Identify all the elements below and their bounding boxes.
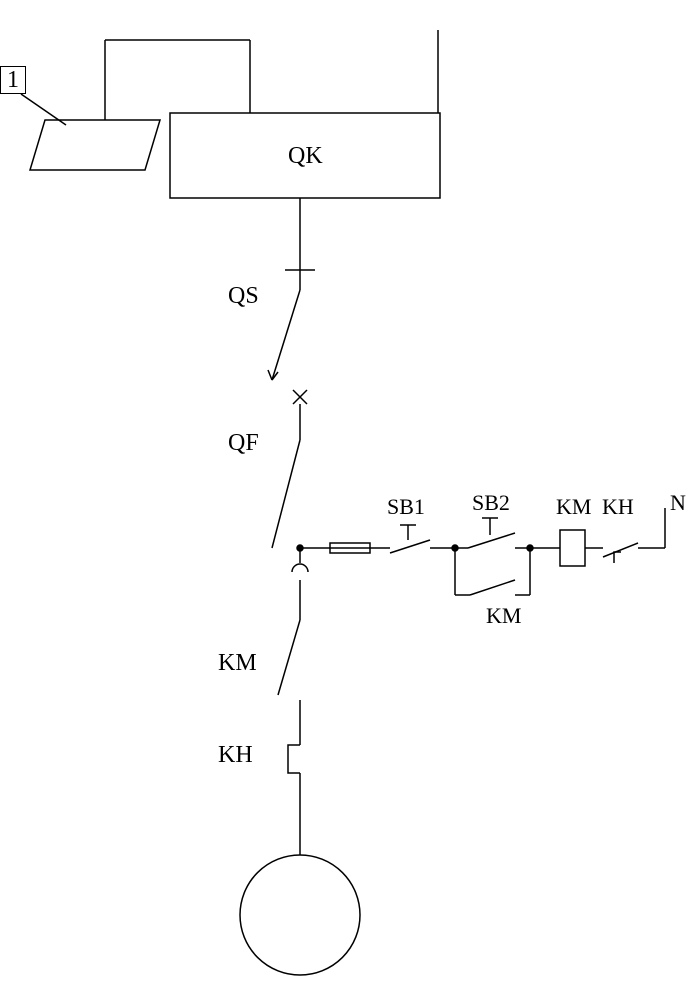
label-1: 1 [7, 67, 19, 93]
sb1-contact [390, 540, 430, 553]
label-sb2: SB2 [472, 490, 510, 516]
motor-circle [240, 855, 360, 975]
km-switch-arm [278, 620, 300, 695]
qf-switch-arm [272, 440, 300, 548]
label-qk: QK [288, 143, 323, 170]
sb2-contact [468, 533, 515, 548]
box-1-parallelogram [30, 120, 160, 170]
label-km-aux: KM [486, 603, 521, 629]
qs-switch-arm [272, 290, 300, 380]
arc-symbol [292, 564, 308, 572]
label-kh-contact: KH [602, 494, 634, 520]
label-qs: QS [228, 283, 259, 310]
label-km-main: KM [218, 650, 257, 677]
label-km-coil: KM [556, 494, 591, 520]
kh-nc-arm [603, 543, 638, 557]
label-1-box: 1 [0, 66, 26, 94]
label-kh-main: KH [218, 742, 253, 769]
callout-line [21, 94, 66, 125]
label-qf: QF [228, 430, 259, 457]
km-coil-rect [560, 530, 585, 566]
x-mark [293, 390, 307, 404]
kh-nc-hook [614, 552, 621, 563]
kh-thermal [288, 745, 300, 773]
label-n: N [670, 490, 686, 516]
km-aux-contact [470, 580, 515, 595]
label-sb1: SB1 [387, 494, 425, 520]
